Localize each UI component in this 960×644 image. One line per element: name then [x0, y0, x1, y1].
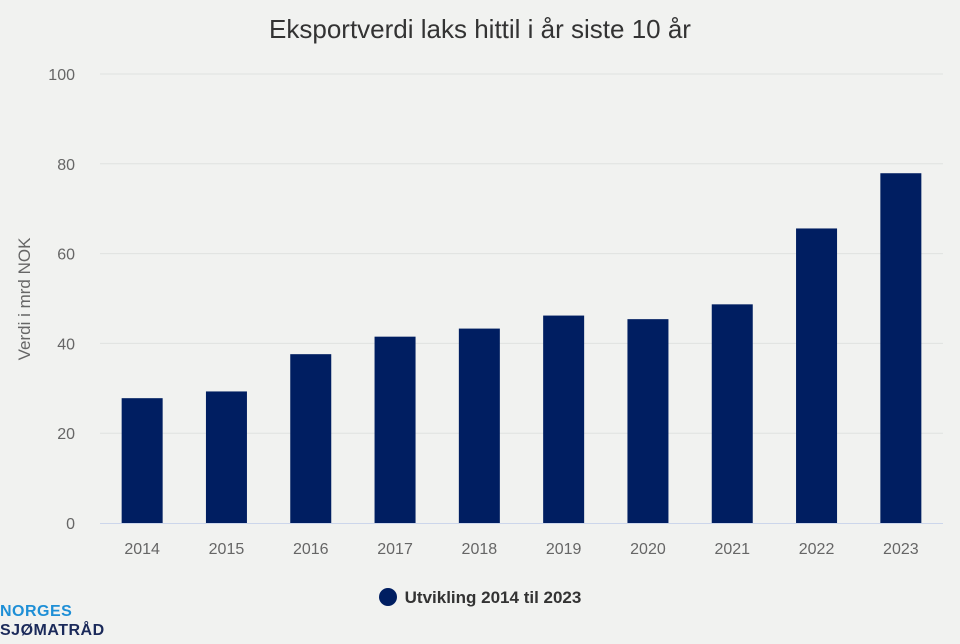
bar-2017: [374, 336, 416, 523]
x-tick-label: 2020: [630, 541, 666, 558]
x-tick-label: 2021: [714, 541, 750, 558]
y-tick-label: 60: [57, 247, 75, 264]
logo-line-1: NORGES: [0, 603, 73, 620]
legend-marker: [378, 588, 397, 606]
x-tick-label: 2016: [293, 541, 329, 558]
x-tick-label: 2014: [124, 541, 160, 558]
bar-2021: [711, 304, 753, 523]
bar-2020: [627, 319, 669, 523]
bar-2018: [458, 328, 500, 523]
x-tick-label: 2022: [799, 541, 835, 558]
legend-label: Utvikling 2014 til 2023: [404, 588, 582, 607]
bar-chart: 0 20 40 60 80 100 2014 2015 2016 2017 2018 2019 2020…: [15, 67, 943, 558]
bar-2014: [121, 398, 163, 523]
norges-sjomatrad-logo: NORGES SJØMATRÅD: [0, 602, 105, 640]
y-tick-label: 100: [48, 67, 75, 84]
bar-2022: [796, 228, 838, 523]
x-tick-label: 2018: [462, 541, 498, 558]
x-tick-label: 2015: [209, 541, 245, 558]
x-tick-label: 2017: [377, 541, 413, 558]
bar-2015: [205, 391, 247, 523]
y-tick-label: 80: [57, 157, 75, 174]
y-tick-label: 40: [57, 336, 75, 353]
y-tick-label: 0: [66, 516, 75, 533]
bar-2016: [290, 354, 332, 523]
x-tick-label: 2019: [546, 541, 582, 558]
bar-2019: [543, 315, 585, 523]
y-axis-label: Verdi i mrd NOK: [15, 237, 34, 360]
x-tick-label: 2023: [883, 541, 919, 558]
logo-line-2: SJØMATRÅD: [0, 622, 105, 639]
chart-title: Eksportverdi laks hittil i år siste 10 å…: [269, 14, 691, 44]
y-tick-label: 20: [57, 426, 75, 443]
legend[interactable]: Utvikling 2014 til 2023: [0, 588, 960, 608]
bar-2023: [880, 173, 922, 523]
